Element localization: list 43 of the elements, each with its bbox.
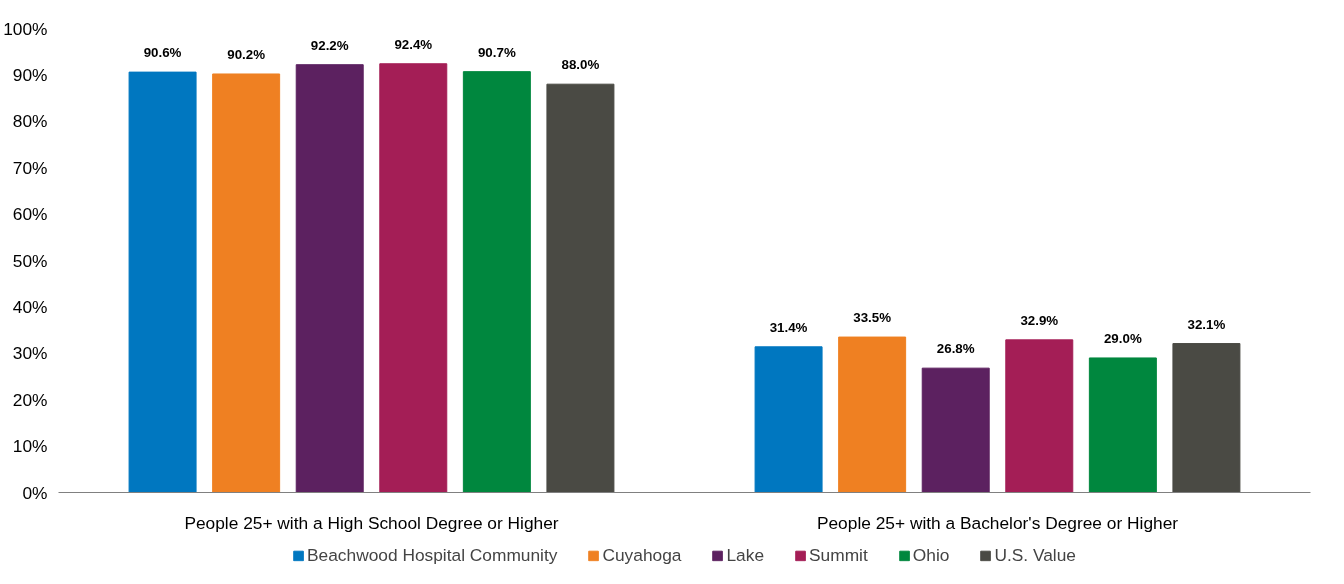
y-tick-label: 30% [12, 343, 48, 364]
legend-label: Summit [809, 544, 868, 566]
y-tick-label: 100% [3, 18, 48, 39]
data-label: 33.5% [853, 310, 892, 326]
data-label: 92.4% [394, 36, 433, 52]
y-tick-label: 90% [12, 64, 48, 85]
data-label: 90.6% [143, 45, 182, 61]
y-tick-label: 70% [12, 157, 48, 178]
legend-label: Cuyahoga [602, 544, 682, 566]
bar [921, 367, 990, 493]
bar [754, 346, 823, 493]
bar [546, 83, 615, 493]
bar [1005, 339, 1074, 493]
y-tick-label: 50% [12, 250, 48, 271]
bar [1172, 343, 1241, 493]
data-label: 26.8% [936, 341, 975, 357]
legend-label: U.S. Value [994, 544, 1076, 566]
bar [128, 71, 197, 493]
data-label: 31.4% [769, 319, 808, 335]
legend-label: Ohio [912, 544, 950, 566]
y-tick-label: 0% [22, 482, 48, 503]
data-label: 32.9% [1020, 312, 1059, 328]
bar [212, 73, 281, 493]
bar [379, 63, 448, 493]
data-label: 90.2% [227, 46, 266, 62]
x-tick-label: People 25+ with a High School Degree or Higher [184, 512, 559, 533]
y-tick-label: 20% [12, 389, 48, 410]
x-tick-label: People 25+ with a Bachelor's Degree or Higher [816, 512, 1179, 533]
y-tick-label: 40% [12, 296, 48, 317]
bar [462, 71, 531, 493]
y-tick-label: 10% [12, 436, 48, 457]
data-label: 29.0% [1103, 330, 1142, 346]
data-label: 92.2% [310, 37, 349, 53]
legend-label: Beachwood Hospital Community [307, 544, 558, 566]
bar [838, 336, 907, 493]
legend-label: Lake [726, 544, 765, 566]
data-label: 90.7% [477, 44, 516, 60]
data-label: 32.1% [1187, 316, 1226, 332]
bar [295, 64, 364, 493]
bar [1088, 357, 1157, 493]
y-tick-label: 80% [12, 111, 48, 132]
y-tick-label: 60% [12, 204, 48, 225]
data-label: 88.0% [561, 57, 600, 73]
